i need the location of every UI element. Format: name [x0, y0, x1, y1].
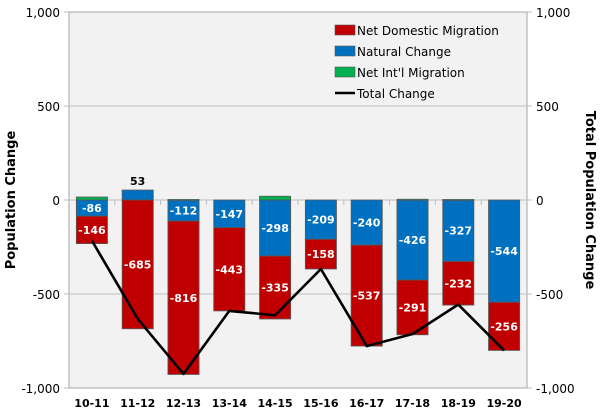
- y-tick-label: 500: [37, 100, 60, 114]
- x-tick-label: 14-15: [258, 397, 293, 410]
- data-label: -443: [216, 263, 244, 276]
- x-tick-label: 16-17: [349, 397, 384, 410]
- x-tick-label: 15-16: [303, 397, 339, 410]
- data-label: -544: [490, 245, 518, 258]
- bar-labels: -86 -146 53 -685 -112 -816 -147 -443 -298 -335 -20…: [78, 175, 518, 333]
- data-label: -335: [261, 282, 289, 295]
- bar-segment: [121, 189, 154, 201]
- x-tick-label: 17-18: [395, 397, 430, 410]
- data-label: -685: [124, 258, 152, 271]
- legend-swatch: [334, 66, 356, 78]
- x-tick-label: 19-20: [487, 397, 523, 410]
- data-label: -426: [399, 234, 427, 247]
- data-label: -158: [307, 248, 335, 261]
- bar-segment: [396, 198, 429, 201]
- x-tick-label: 13-14: [212, 397, 248, 410]
- total-change-line: [90, 239, 506, 376]
- bar-segment: [304, 199, 337, 240]
- bar-segment: [304, 238, 337, 270]
- data-label: -327: [445, 225, 473, 238]
- data-label: -291: [399, 301, 427, 314]
- bar-segment: [213, 199, 246, 229]
- bar-segment: [167, 199, 200, 201]
- bar-segment: [488, 199, 521, 303]
- y-tick-label: 0: [52, 194, 60, 208]
- y2-axis-title: Total Population Change: [582, 111, 597, 290]
- legend-swatch: [334, 24, 356, 36]
- bar-segment: [488, 301, 521, 351]
- y-axis-right: 1,000 500 0 -500 -1,000: [536, 6, 575, 396]
- bar-segment: [167, 220, 200, 375]
- y2-tick-label: 0: [536, 194, 544, 208]
- data-label: -147: [216, 208, 244, 221]
- legend-swatch: [334, 45, 356, 57]
- data-label: -146: [78, 224, 106, 237]
- y-axis-left: 1,000 500 0 -500 -1,000: [21, 6, 60, 396]
- bars: [75, 189, 521, 375]
- y2-tick-label: 1,000: [536, 6, 570, 20]
- bar-segment: [259, 195, 292, 201]
- bar-segment: [442, 199, 475, 201]
- legend-label: Natural Change: [357, 45, 451, 59]
- bar-segment: [121, 199, 154, 330]
- data-label: -240: [353, 217, 381, 230]
- data-label: -112: [170, 205, 198, 218]
- total-line-group: [90, 239, 506, 376]
- legend-label: Total Change: [356, 87, 435, 101]
- y-tick-label: 1,000: [26, 6, 60, 20]
- legend-label: Net Int'l Migration: [357, 66, 465, 80]
- bar-segment: [259, 255, 292, 320]
- data-label: -232: [445, 277, 473, 290]
- y-tick-label: -1,000: [21, 382, 60, 396]
- legend-label: Net Domestic Migration: [357, 24, 499, 38]
- data-label: 53: [130, 175, 145, 188]
- x-tick-label: 11-12: [120, 397, 155, 410]
- bar-segment: [442, 261, 475, 306]
- legend: Net Domestic Migration Natural Change Net …: [334, 24, 499, 101]
- bar-segment: [259, 199, 292, 257]
- bar-segment: [75, 215, 108, 245]
- data-label: -816: [170, 292, 198, 305]
- x-axis: 10-11 11-12 12-13 13-14 14-15 15-16 16-17 17-18…: [74, 397, 522, 410]
- y2-tick-label: -500: [536, 288, 563, 302]
- data-label: -256: [490, 320, 518, 333]
- bar-segment: [396, 279, 429, 336]
- y2-tick-label: -1,000: [536, 382, 575, 396]
- y-tick-label: -500: [33, 288, 60, 302]
- bar-segment: [75, 196, 108, 201]
- bar-segment: [442, 199, 475, 262]
- data-label: -209: [307, 214, 335, 227]
- x-tick-label: 12-13: [166, 397, 201, 410]
- bar-segment: [396, 199, 429, 281]
- data-label: -298: [261, 222, 289, 235]
- bar-segment: [213, 227, 246, 312]
- data-label: -537: [353, 290, 381, 303]
- y-axis-title: Population Change: [4, 131, 19, 270]
- data-label: -86: [82, 202, 102, 215]
- bar-segment: [350, 199, 383, 246]
- y2-tick-label: 500: [536, 100, 559, 114]
- x-tick-label: 18-19: [441, 397, 476, 410]
- x-tick-label: 10-11: [74, 397, 109, 410]
